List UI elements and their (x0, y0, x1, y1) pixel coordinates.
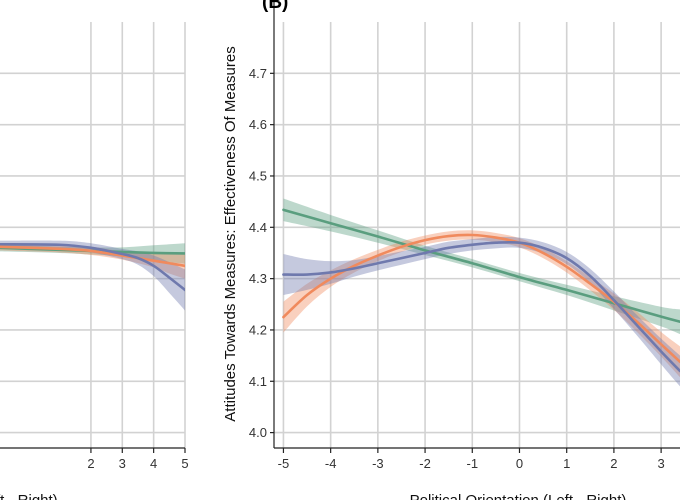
x-tick-label: -1 (466, 456, 478, 471)
y-axis-label: Attitudes Towards Measures: Effectivenes… (222, 46, 239, 421)
series-line-green (282, 208, 680, 324)
x-tick-label: -3 (372, 456, 384, 471)
y-tick-label: 4.6 (249, 117, 267, 132)
x-tick-label: 5 (181, 456, 188, 471)
left-panel: 2 3 4 5 (0, 22, 189, 471)
series-group (0, 240, 185, 311)
y-tick-label: 4.4 (249, 220, 267, 235)
y-tick-label: 4.5 (249, 168, 267, 183)
x-tick-label: 0 (516, 456, 523, 471)
series-line-purple (0, 242, 185, 292)
x-tick-label: 4 (150, 456, 157, 471)
x-tick-label: 1 (563, 456, 570, 471)
series-line-orange (0, 245, 185, 268)
x-tick-label: 2 (610, 456, 617, 471)
x-tick-label: -2 (419, 456, 431, 471)
series-group (282, 198, 680, 387)
y-tick-label: 4.7 (249, 66, 267, 81)
x-tick-label: -4 (325, 456, 337, 471)
x-tick-label: 3 (119, 456, 126, 471)
series-line-purple (282, 240, 680, 373)
y-tick-label: 4.3 (249, 271, 267, 286)
right-panel: 4.0 4.1 4.2 4.3 4.4 4.5 4.6 4.7 -5 -4 -3 -2 -1 0 1 2 3 (249, 0, 680, 471)
x-tick-label: -5 (278, 456, 290, 471)
x-axis-label-right: Political Orientation (Left - Right) (410, 492, 627, 500)
panel-title-b: (B) (262, 0, 288, 13)
y-tick-label: 4.2 (249, 322, 267, 337)
x-tick-label: 3 (657, 456, 664, 471)
y-tick-label: 4.0 (249, 425, 267, 440)
x-tick-label: 2 (87, 456, 94, 471)
y-tick-label: 4.1 (249, 374, 267, 389)
x-axis-label-left: ft - Right) (0, 492, 58, 500)
confidence-band-purple (283, 236, 680, 387)
